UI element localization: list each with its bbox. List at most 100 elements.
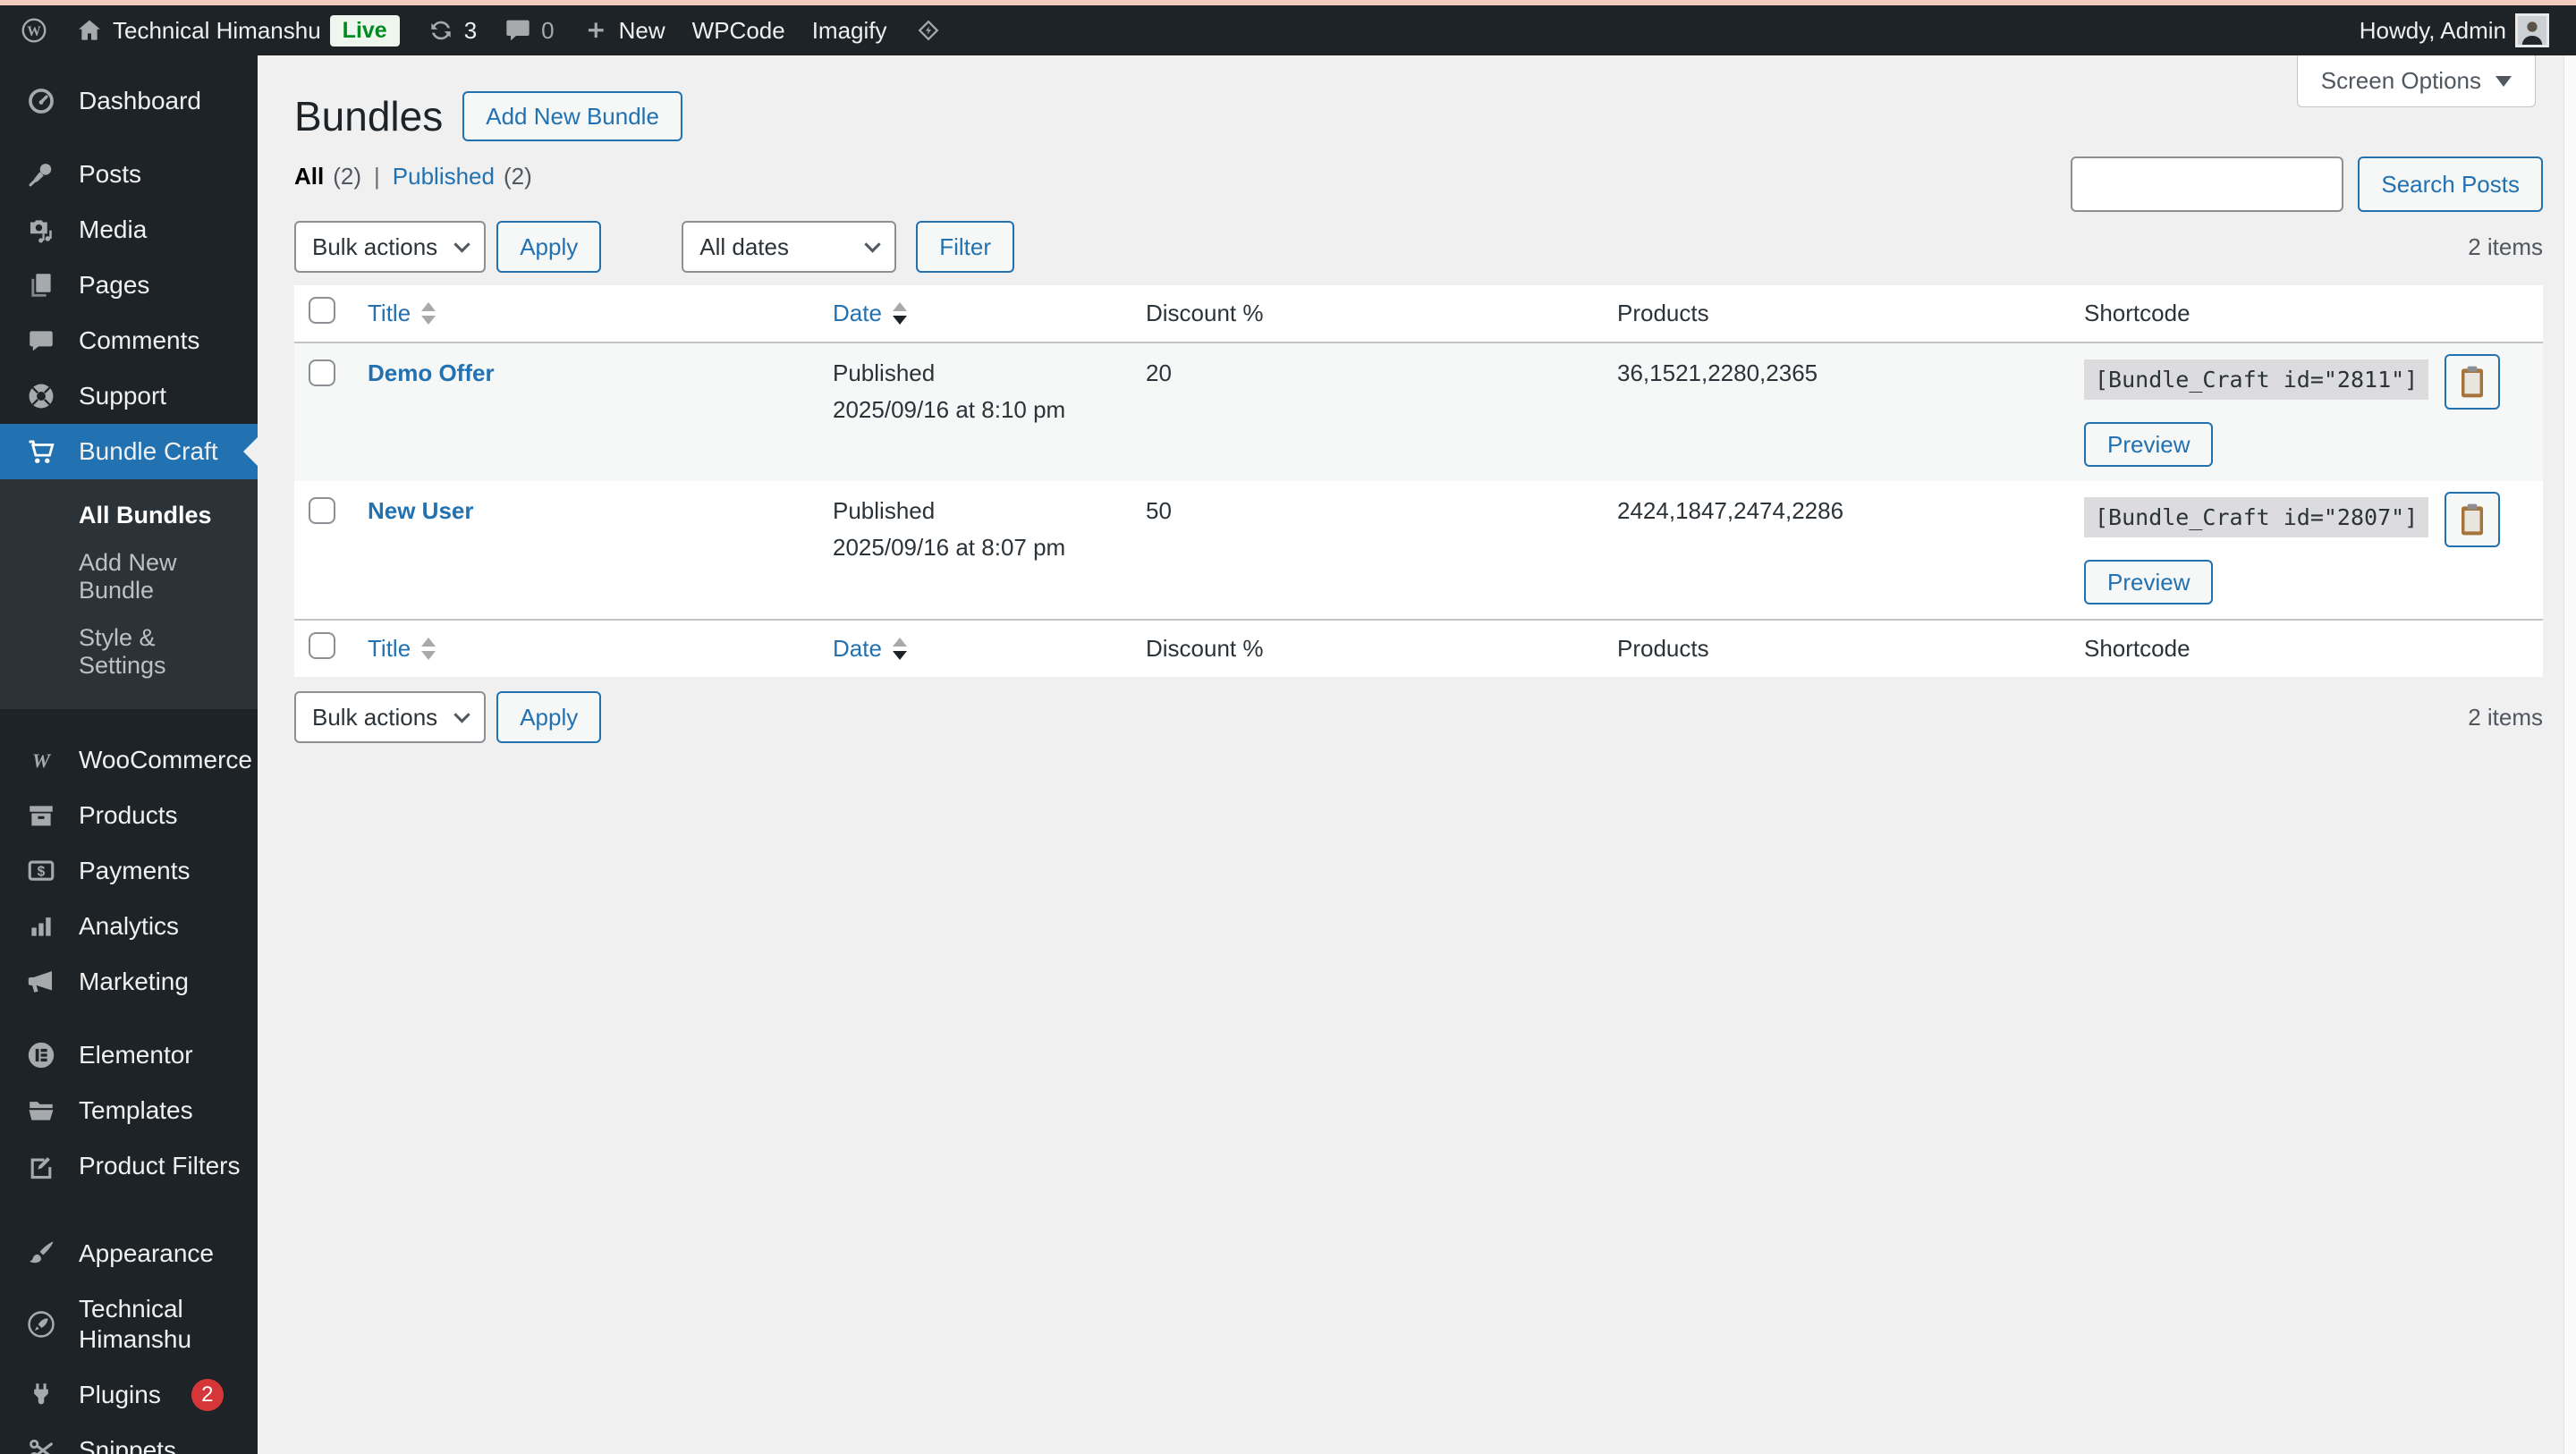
- sidebar-item-product-filters[interactable]: Product Filters: [0, 1138, 258, 1194]
- caret-down-icon: [2496, 75, 2512, 87]
- row-discount: 20: [1146, 359, 1172, 386]
- bundle-title-link[interactable]: Demo Offer: [368, 359, 495, 386]
- preview-button[interactable]: Preview: [2084, 560, 2214, 604]
- sidebar-item-woocommerce[interactable]: W WooCommerce: [0, 732, 258, 788]
- dashboard-icon: [23, 83, 59, 119]
- bundle-title-link[interactable]: New User: [368, 497, 474, 524]
- life-ring-icon: [23, 378, 59, 414]
- sidebar-item-elementor[interactable]: Elementor: [0, 1027, 258, 1083]
- row-checkbox[interactable]: [309, 359, 335, 386]
- sort-date-header[interactable]: Date: [833, 635, 907, 663]
- sidebar-item-snippets[interactable]: Snippets: [0, 1423, 258, 1454]
- copy-shortcode-button[interactable]: [2445, 354, 2501, 410]
- shortcode-chip: [Bundle_Craft id="2811"]: [2084, 359, 2429, 400]
- sidebar-item-bundle-craft[interactable]: Bundle Craft: [0, 424, 258, 479]
- update-count: 3: [463, 16, 478, 44]
- all-dates-select[interactable]: All dates: [682, 221, 897, 273]
- sidebar-item-comments[interactable]: Comments: [0, 313, 258, 368]
- filter-all-count: (2): [333, 163, 362, 190]
- apply-button[interactable]: Apply: [496, 691, 602, 743]
- wpcode-menu[interactable]: WPCode: [692, 17, 785, 45]
- sidebar-item-templates[interactable]: Templates: [0, 1083, 258, 1138]
- row-checkbox[interactable]: [309, 497, 335, 524]
- wordpress-logo-icon[interactable]: W: [20, 16, 48, 45]
- wpcode-label: WPCode: [691, 16, 785, 44]
- select-all-checkbox[interactable]: [309, 297, 335, 324]
- filter-separator: |: [374, 163, 380, 190]
- howdy-text: Howdy, Admin: [2359, 16, 2506, 44]
- chevron-down-icon: [864, 236, 881, 253]
- sidebar-item-label: Technical Himanshu: [79, 1295, 192, 1353]
- bundles-table: Title Date Discount % Products Shortcode…: [294, 285, 2543, 677]
- bar-chart-icon: [23, 909, 59, 944]
- submenu-all-bundles[interactable]: All Bundles: [79, 502, 212, 528]
- woocommerce-icon: W: [23, 742, 59, 778]
- sidebar-item-marketing[interactable]: Marketing: [0, 954, 258, 1010]
- filter-button[interactable]: Filter: [916, 221, 1015, 273]
- submenu-add-new-bundle[interactable]: Add New Bundle: [79, 549, 177, 604]
- site-name-menu[interactable]: Technical Himanshu Live: [75, 14, 400, 46]
- discount-header: Discount %: [1131, 619, 1603, 677]
- page-title: Bundles: [294, 93, 444, 139]
- updates-menu[interactable]: 3: [427, 16, 477, 45]
- sort-arrows-icon: [421, 302, 436, 325]
- filter-all-link[interactable]: All: [294, 163, 325, 190]
- avatar: [2515, 13, 2549, 47]
- products-header: Products: [1603, 285, 2070, 343]
- sidebar-item-posts[interactable]: Posts: [0, 147, 258, 202]
- sidebar-item-label: Payments: [79, 857, 191, 884]
- sidebar-item-technical-himanshu[interactable]: Technical Himanshu: [0, 1281, 258, 1367]
- imagify-menu[interactable]: Imagify: [812, 17, 887, 45]
- filter-published-link[interactable]: Published: [392, 163, 495, 190]
- sidebar-item-label: Marketing: [79, 968, 189, 995]
- sidebar-item-pages[interactable]: Pages: [0, 258, 258, 313]
- sidebar-item-appearance[interactable]: Appearance: [0, 1226, 258, 1281]
- copy-shortcode-button[interactable]: [2445, 492, 2501, 547]
- sort-arrows-icon: [421, 638, 436, 660]
- row-status: Published: [833, 359, 936, 386]
- sort-title-header[interactable]: Title: [368, 300, 436, 327]
- sidebar-item-plugins[interactable]: Plugins 2: [0, 1367, 258, 1423]
- add-new-bundle-button[interactable]: Add New Bundle: [462, 91, 682, 141]
- sidebar-item-support[interactable]: Support: [0, 368, 258, 424]
- scrollbar[interactable]: [2563, 55, 2576, 1454]
- sidebar-item-products[interactable]: Products: [0, 788, 258, 843]
- sidebar-item-label: Bundle Craft: [79, 437, 218, 465]
- date-header-label: Date: [833, 300, 882, 326]
- site-name: Technical Himanshu: [113, 16, 321, 44]
- bulk-actions-select[interactable]: Bulk actions: [294, 221, 487, 273]
- sort-title-header[interactable]: Title: [368, 635, 436, 663]
- sidebar-item-payments[interactable]: $ Payments: [0, 843, 258, 899]
- sidebar-item-label: Templates: [79, 1096, 193, 1124]
- submenu-style-settings[interactable]: Style & Settings: [79, 624, 166, 679]
- search-input[interactable]: [2071, 156, 2344, 212]
- wp-rocket-diamond-icon[interactable]: [914, 16, 943, 45]
- preview-button[interactable]: Preview: [2084, 422, 2214, 467]
- svg-text:W: W: [32, 749, 52, 772]
- sidebar-item-dashboard[interactable]: Dashboard: [0, 73, 258, 129]
- row-date: 2025/09/16 at 8:07 pm: [833, 534, 1066, 561]
- row-discount: 50: [1146, 497, 1172, 524]
- new-content-menu[interactable]: New: [581, 16, 665, 45]
- sidebar-item-label: WooCommerce: [79, 746, 252, 773]
- search-posts-button[interactable]: Search Posts: [2358, 156, 2543, 212]
- sidebar-item-media[interactable]: Media: [0, 202, 258, 258]
- chevron-down-icon: [453, 236, 470, 253]
- sort-arrows-icon: [892, 638, 907, 660]
- rocket-circle-icon: [23, 1306, 59, 1342]
- sidebar-item-analytics[interactable]: Analytics: [0, 899, 258, 954]
- items-count: 2 items: [2468, 232, 2543, 260]
- dollar-card-icon: $: [23, 853, 59, 889]
- sort-date-header[interactable]: Date: [833, 300, 907, 327]
- sidebar-item-label: Plugins: [79, 1381, 161, 1408]
- select-all-checkbox[interactable]: [309, 632, 335, 659]
- scissors-icon: [23, 1433, 59, 1454]
- account-menu[interactable]: Howdy, Admin: [2360, 13, 2549, 47]
- apply-button[interactable]: Apply: [496, 221, 602, 273]
- items-count: 2 items: [2468, 703, 2543, 731]
- chevron-down-icon: [453, 706, 470, 723]
- discount-header: Discount %: [1131, 285, 1603, 343]
- screen-options-tab[interactable]: Screen Options: [2296, 55, 2536, 107]
- bulk-actions-select[interactable]: Bulk actions: [294, 691, 487, 743]
- comments-menu[interactable]: 0: [504, 16, 555, 45]
